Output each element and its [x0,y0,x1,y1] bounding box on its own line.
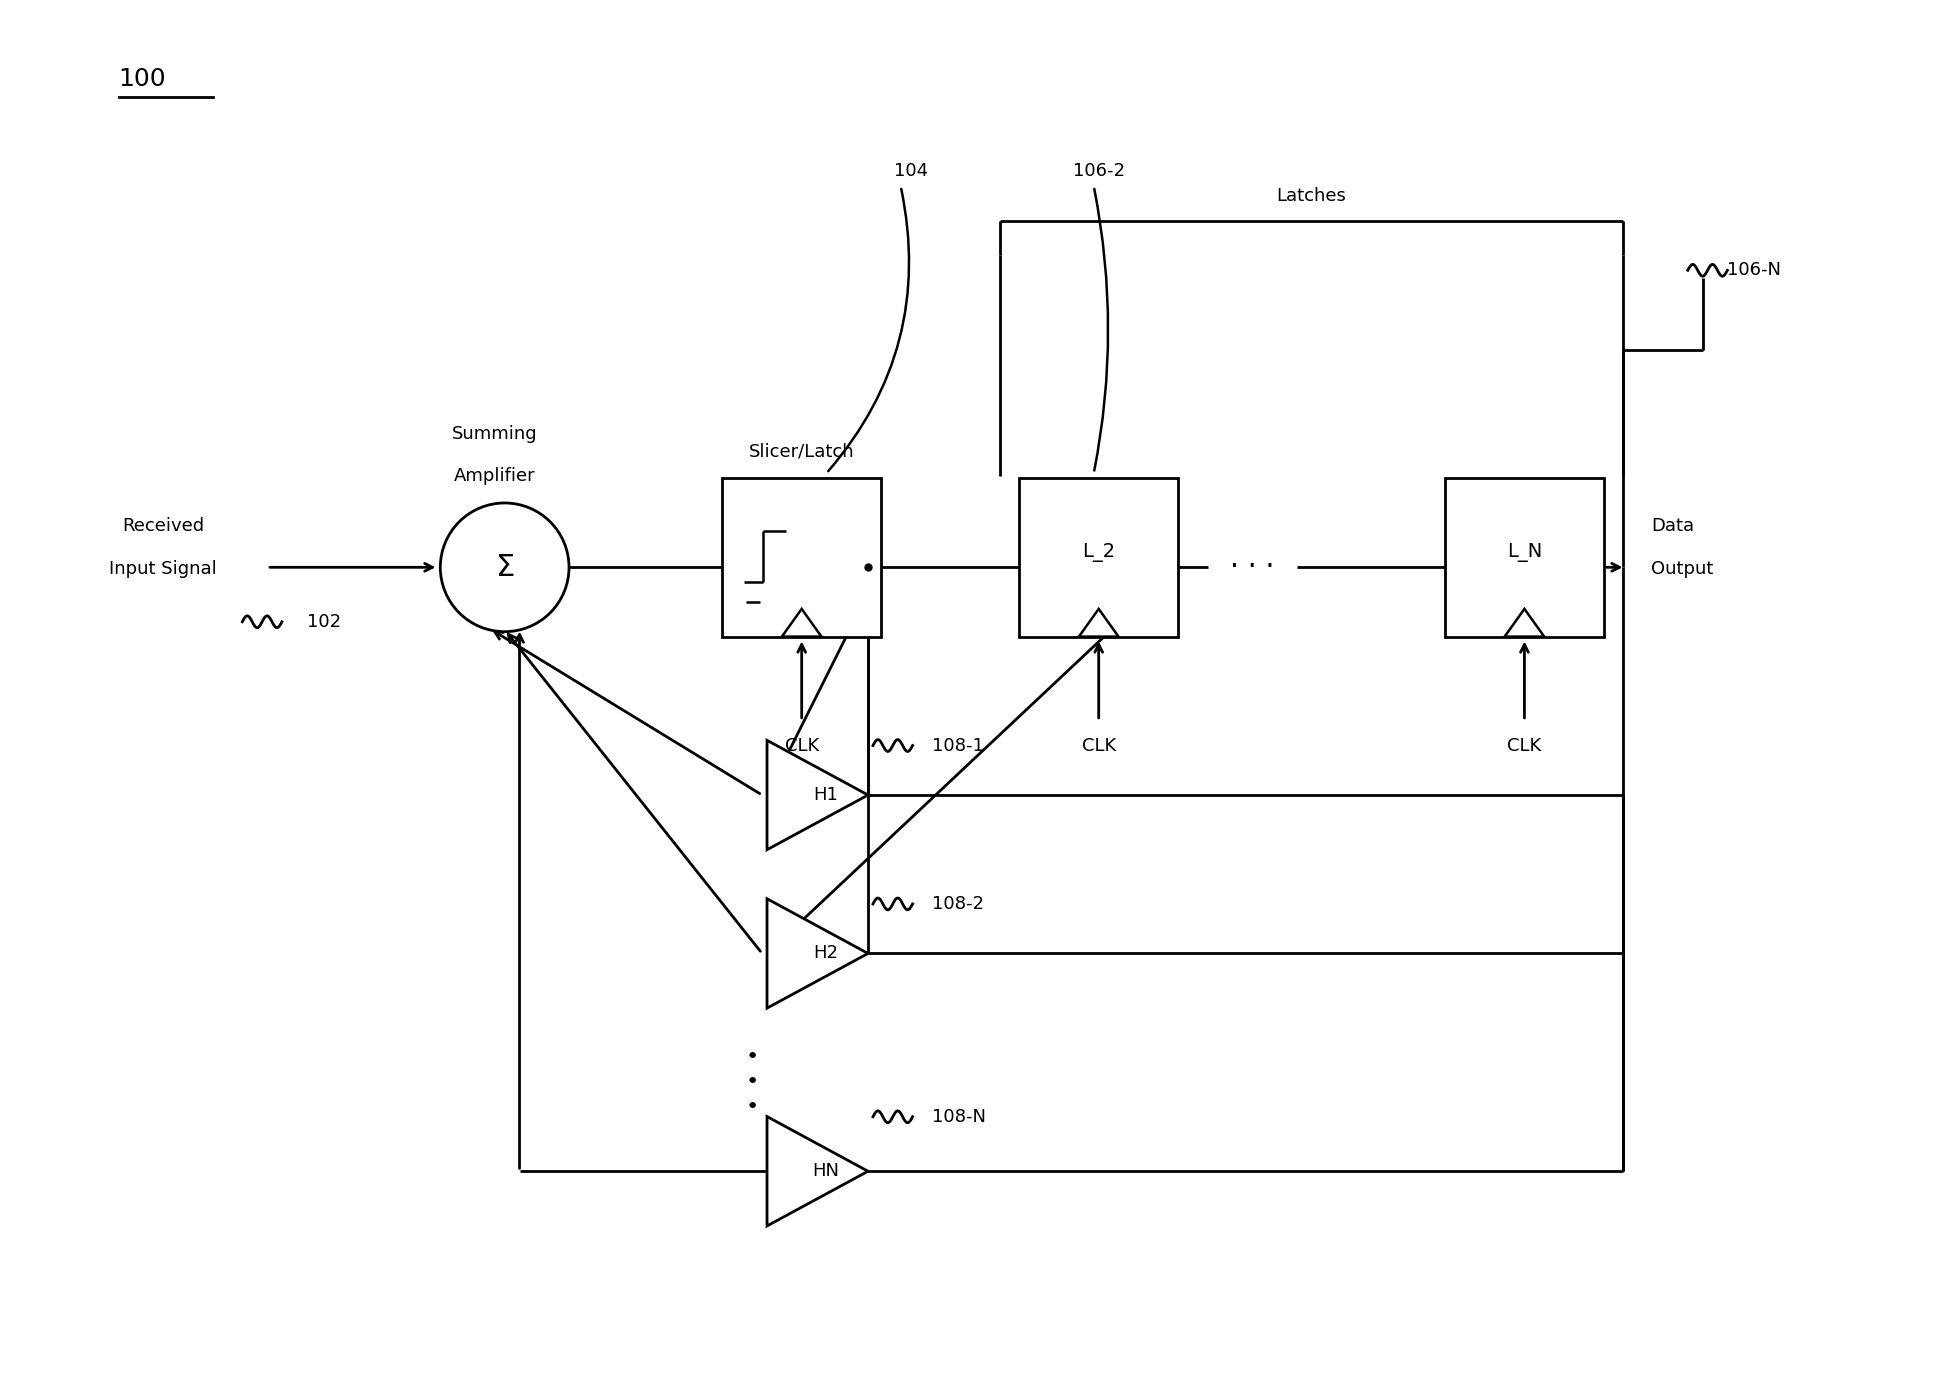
Text: •: • [747,1097,758,1117]
Text: CLK: CLK [1082,737,1115,754]
Text: 108-1: 108-1 [933,737,985,754]
Text: Latches: Latches [1276,187,1346,205]
Text: L_N: L_N [1507,543,1542,563]
Polygon shape [768,899,869,1008]
Text: Received: Received [122,517,204,535]
Text: $\Sigma$: $\Sigma$ [494,553,514,582]
Text: •: • [747,1072,758,1092]
Text: 106-2: 106-2 [1072,162,1125,180]
Bar [1020,479,1177,637]
Text: 102: 102 [306,613,341,631]
Text: 100: 100 [118,67,167,91]
Text: 108-2: 108-2 [933,895,985,913]
Text: Output: Output [1652,560,1714,578]
Polygon shape [768,1117,869,1226]
Text: · · ·: · · · [1229,553,1274,581]
Circle shape [440,503,568,631]
Text: •: • [747,1047,758,1068]
FancyArrowPatch shape [828,188,909,472]
Text: Summing: Summing [452,424,537,443]
Polygon shape [1078,609,1119,637]
Text: HN: HN [812,1163,840,1180]
Bar [723,479,880,637]
Text: 104: 104 [894,162,927,180]
Text: Amplifier: Amplifier [454,468,535,486]
Text: H2: H2 [814,945,838,962]
Text: Slicer/Latch: Slicer/Latch [748,443,855,461]
Text: Input Signal: Input Signal [109,560,217,578]
Text: CLK: CLK [785,737,818,754]
Polygon shape [781,609,822,637]
Bar [1445,479,1604,637]
Text: H1: H1 [814,786,838,804]
FancyArrowPatch shape [1094,188,1107,470]
Polygon shape [768,740,869,850]
Text: 108-N: 108-N [933,1108,987,1125]
Polygon shape [1505,609,1543,637]
Text: L_2: L_2 [1082,543,1115,563]
Text: 106-N: 106-N [1728,261,1782,279]
Text: Data: Data [1652,517,1695,535]
Text: CLK: CLK [1507,737,1542,754]
